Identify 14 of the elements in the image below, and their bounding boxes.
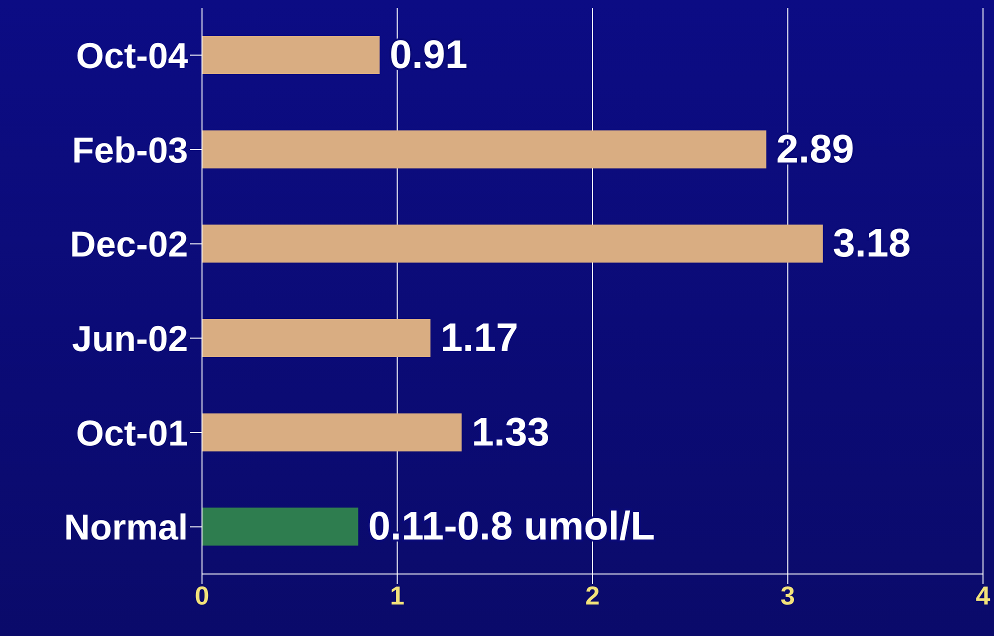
x-tick-label: 4	[976, 580, 991, 610]
x-tick-label: 3	[780, 580, 795, 610]
y-tick-label: Normal	[64, 506, 188, 548]
data-label: 1.17	[440, 316, 518, 360]
data-label: 1.33	[472, 410, 550, 454]
y-tick-label: Dec-02	[70, 224, 188, 265]
y-tick-label: Feb-03	[72, 129, 188, 170]
x-tick-label: 0	[194, 580, 210, 610]
y-tick-label: Jun-02	[72, 318, 188, 359]
y-tick-label: Oct-04	[76, 34, 188, 76]
x-tick-label: 1	[390, 580, 404, 610]
y-tick-label: Oct-01	[76, 412, 188, 454]
data-label: 3.18	[832, 222, 911, 266]
x-tick-label: 2	[585, 580, 600, 610]
